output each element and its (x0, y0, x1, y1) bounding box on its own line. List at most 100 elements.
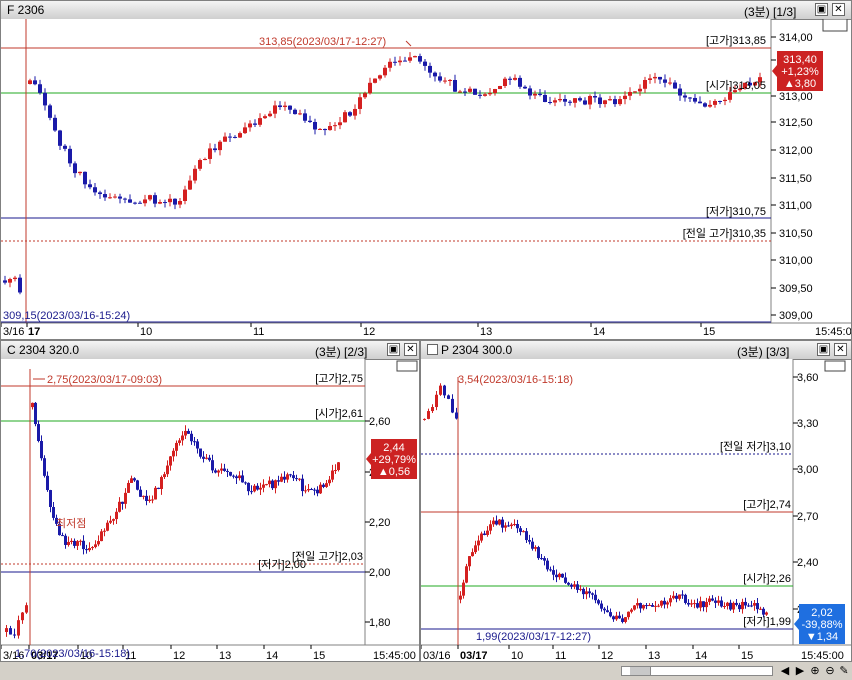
x-tick-label: 15 (313, 650, 325, 662)
candle-body (88, 548, 91, 551)
level-label: [고가]2,74 (743, 498, 791, 511)
settings-icon[interactable]: ▣ (387, 343, 400, 356)
y-tick-label: 312,00 (779, 145, 813, 157)
badge-percent: +29,79% (372, 454, 416, 466)
zoom-in-icon[interactable]: ⊕ (810, 665, 820, 677)
candle-body (538, 93, 542, 95)
candle-body (256, 485, 259, 490)
close-icon[interactable]: ✕ (404, 343, 417, 356)
candle-body (523, 86, 527, 89)
candle-body (738, 88, 742, 91)
level-label: [저가]1,99 (743, 615, 791, 628)
scroll-indicator[interactable] (822, 19, 848, 32)
candle-body (525, 531, 528, 541)
level-label: [저가]2,00 (258, 558, 306, 571)
candle-body (573, 98, 577, 103)
candle-body (673, 82, 677, 89)
futures-chart[interactable]: 314,00313,50313,00312,50312,00311,50311,… (1, 19, 852, 340)
candle-body (648, 78, 652, 80)
candle-body (43, 92, 47, 106)
candle-body (561, 573, 564, 578)
scroll-right-icon[interactable]: ▶ (795, 665, 805, 677)
x-tick-label: 12 (173, 650, 185, 662)
candle-body (608, 99, 612, 101)
candle-body (750, 605, 753, 607)
x-tick-label: 3/16 (3, 326, 24, 338)
candle-body (61, 535, 64, 537)
candle-body (570, 584, 573, 587)
candle-body (298, 478, 301, 480)
candle-body (718, 100, 722, 102)
candle-body (368, 82, 372, 94)
candle-body (540, 558, 543, 560)
candle-body (211, 460, 214, 471)
candle-body (106, 522, 109, 531)
candle-body (443, 385, 446, 396)
candle-body (79, 540, 82, 542)
close-icon[interactable]: ✕ (832, 3, 845, 16)
tool-icon[interactable]: ✎ (839, 665, 849, 677)
candle-body (552, 570, 555, 575)
zoom-out-icon[interactable]: ⊖ (825, 665, 835, 677)
settings-icon[interactable]: ▣ (817, 343, 830, 356)
settings-icon[interactable]: ▣ (815, 3, 828, 16)
candle-body (73, 540, 76, 546)
candle-body (603, 100, 607, 105)
scroll-indicator[interactable] (396, 360, 418, 372)
candle-body (97, 541, 100, 545)
candle-body (343, 112, 347, 123)
close-icon[interactable]: ✕ (834, 343, 847, 356)
candle-body (653, 76, 657, 79)
candle-body (196, 441, 199, 449)
candle-body (208, 148, 212, 159)
candle-body (278, 105, 282, 108)
candle-body (184, 430, 187, 436)
candle-body (148, 195, 152, 200)
candle-body (158, 202, 162, 204)
call-chart[interactable]: 2,602,402,202,001,803/1603/1710111213141… (1, 359, 420, 662)
candle-body (591, 593, 594, 595)
candle-body (546, 560, 549, 570)
x-tick-label: 12 (601, 650, 613, 662)
x-tick-label: 15 (741, 650, 753, 662)
candle-body (663, 79, 667, 83)
candle-body (202, 456, 205, 459)
candle-body (46, 475, 49, 491)
candle-body (78, 171, 82, 174)
x-tick-label: 17 (28, 326, 40, 338)
candle-body (289, 474, 292, 476)
scroll-indicator[interactable] (824, 360, 846, 372)
chart-scroll-slider[interactable] (621, 666, 773, 676)
low-point-label: 1,99(2023/03/17-12:27) (476, 631, 591, 643)
candle-body (398, 60, 402, 63)
candle-body (714, 600, 717, 603)
candle-body (190, 433, 193, 442)
candle-body (598, 97, 602, 105)
candle-body (594, 594, 597, 601)
candle-body (471, 552, 474, 557)
candle-body (316, 489, 319, 494)
level-label: [시가]2,61 (315, 407, 363, 420)
candle-body (666, 602, 669, 605)
put-checkbox[interactable] (427, 344, 438, 355)
candle-body (142, 495, 145, 497)
candle-body (600, 603, 603, 609)
candle-body (613, 99, 617, 105)
candle-body (118, 196, 122, 199)
put-chart[interactable]: 3,603,303,002,702,402,1003/1603/17101112… (421, 359, 852, 662)
candle-body (250, 491, 253, 493)
low-point-label: 309,15(2023/03/16-15:24) (3, 310, 130, 322)
candle-body (334, 470, 337, 472)
candle-body (593, 96, 597, 98)
candle-body (423, 61, 427, 66)
candle-body (408, 57, 412, 61)
candle-body (723, 99, 727, 102)
candle-body (453, 79, 457, 92)
candle-body (37, 424, 40, 442)
candle-body (732, 602, 735, 610)
candle-body (693, 97, 697, 102)
candle-body (705, 601, 708, 608)
candle-body (699, 601, 702, 608)
scroll-left-icon[interactable]: ◀ (780, 665, 790, 677)
candle-body (703, 103, 707, 107)
